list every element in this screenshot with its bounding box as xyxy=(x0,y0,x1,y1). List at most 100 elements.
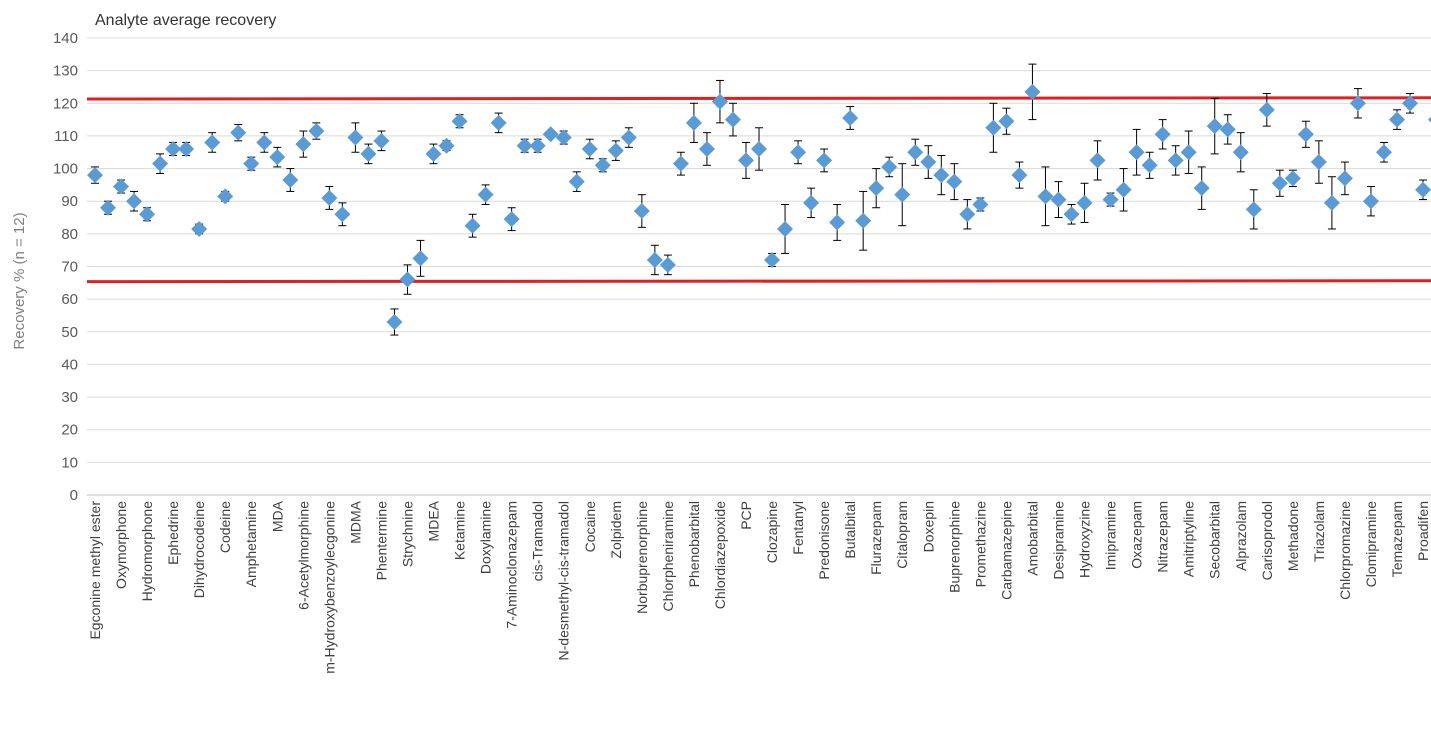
x-category-label: 7-Aminoclonazepam xyxy=(504,501,520,629)
data-point xyxy=(1245,201,1262,218)
x-category-label: Methadone xyxy=(1285,501,1301,571)
data-point xyxy=(1050,191,1067,208)
x-category-label: Strychnine xyxy=(399,501,415,567)
data-point xyxy=(1076,194,1093,211)
data-point xyxy=(829,214,846,231)
x-category-label: Phentermine xyxy=(373,501,389,581)
data-point xyxy=(816,152,833,169)
y-tick-label: 120 xyxy=(53,95,78,112)
data-point xyxy=(1323,194,1340,211)
x-category-label: 6-Acetylmorphine xyxy=(295,501,311,610)
data-point xyxy=(594,157,611,174)
data-point xyxy=(868,180,885,197)
error-bars xyxy=(91,63,1428,336)
y-axis-ticks: 0 10 20 30 40 50 60 70 80 90 100 110 120 130 140 xyxy=(53,30,78,504)
data-point xyxy=(373,132,390,149)
x-category-label: MDA xyxy=(269,500,285,532)
x-category-label: Amphetamine xyxy=(243,501,259,588)
data-point xyxy=(113,178,130,195)
y-axis-label: Recovery % (n = 12) xyxy=(11,212,28,349)
data-point xyxy=(1037,188,1054,205)
data-point xyxy=(920,154,937,171)
x-category-label: Hydroxyzine xyxy=(1077,501,1093,578)
x-category-label: Citalopram xyxy=(894,501,910,569)
y-tick-label: 90 xyxy=(61,193,78,210)
x-category-label: Ketamine xyxy=(452,501,468,560)
y-tick-label: 130 xyxy=(53,63,78,80)
x-category-label: Zolpidem xyxy=(608,501,624,559)
gridlines xyxy=(87,37,1431,463)
data-point xyxy=(711,93,728,110)
data-point xyxy=(165,140,182,157)
data-point xyxy=(282,171,299,188)
x-category-label: Norbuprenorphine xyxy=(634,501,650,614)
data-point xyxy=(1089,152,1106,169)
data-point xyxy=(334,206,351,223)
data-point xyxy=(881,158,898,175)
data-point xyxy=(1402,95,1419,112)
x-category-label: Oxazepam xyxy=(1129,501,1145,569)
x-category-label: Fentanyl xyxy=(790,501,806,555)
data-point xyxy=(1297,126,1314,143)
upper-limit-line xyxy=(86,96,1431,101)
data-point xyxy=(490,114,507,131)
data-point xyxy=(542,126,559,143)
x-category-label: Phenobarbital xyxy=(686,501,702,587)
x-category-label: Oxymorphone xyxy=(113,501,129,589)
x-category-label: N-desmethyl-cis-tramadol xyxy=(556,501,572,660)
data-point xyxy=(907,144,924,161)
data-point xyxy=(217,188,234,205)
data-point xyxy=(790,144,807,161)
data-point xyxy=(308,123,325,140)
x-category-label: Desipramine xyxy=(1050,501,1066,580)
x-category-label: Promethazine xyxy=(972,501,988,588)
y-tick-label: 70 xyxy=(61,259,78,276)
data-point xyxy=(399,271,416,288)
data-point xyxy=(100,199,117,216)
x-category-label: Doxepin xyxy=(920,501,936,552)
data-point xyxy=(946,173,963,190)
y-tick-label: 40 xyxy=(61,356,78,373)
x-category-label: Egconine methyl ester xyxy=(87,501,103,640)
data-point xyxy=(477,186,494,203)
x-category-label: Hydromorphone xyxy=(139,501,155,602)
data-point xyxy=(1271,175,1288,192)
data-point xyxy=(1415,181,1431,198)
y-tick-label: 30 xyxy=(61,389,78,406)
x-category-label: Predonisone xyxy=(816,501,832,580)
data-point xyxy=(751,140,768,157)
x-category-label: Flurazepam xyxy=(868,501,884,575)
data-point xyxy=(438,137,455,154)
data-point xyxy=(646,251,663,268)
data-point xyxy=(1375,144,1392,161)
y-tick-label: 60 xyxy=(61,291,78,308)
x-category-label: m-Hydroxybenzoylecgonine xyxy=(321,501,337,674)
data-point xyxy=(1310,154,1327,171)
data-point xyxy=(256,134,273,151)
data-point xyxy=(1428,116,1431,123)
data-points xyxy=(87,83,1431,330)
data-point xyxy=(230,124,247,141)
lower-limit-line xyxy=(86,279,1431,284)
data-point xyxy=(1284,170,1301,187)
data-point xyxy=(386,313,403,330)
y-tick-label: 80 xyxy=(61,226,78,243)
data-point xyxy=(1219,121,1236,138)
data-point xyxy=(842,109,859,126)
x-category-label: Butalbital xyxy=(842,501,858,559)
data-point xyxy=(243,155,260,172)
data-point xyxy=(529,137,546,154)
x-category-label: Triazolam xyxy=(1311,501,1327,562)
data-point xyxy=(1011,167,1028,184)
data-point xyxy=(764,251,781,268)
data-point xyxy=(1389,111,1405,128)
data-point xyxy=(360,145,377,162)
data-point xyxy=(555,129,572,146)
chart-title: Analyte average recovery xyxy=(95,12,276,29)
data-point xyxy=(1258,101,1275,118)
data-point xyxy=(1349,95,1366,112)
data-point xyxy=(295,136,312,153)
acceptance-limit-lines xyxy=(86,96,1431,284)
x-category-label: Imipramine xyxy=(1103,501,1119,570)
